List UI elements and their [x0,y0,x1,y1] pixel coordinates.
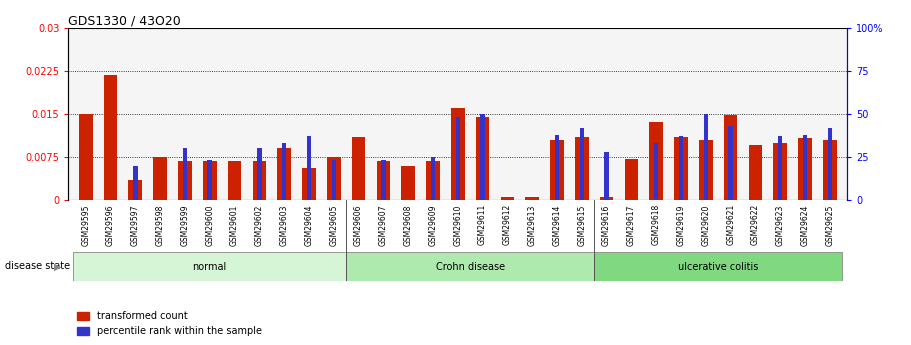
Bar [604,152,609,200]
Text: GSM29613: GSM29613 [527,204,537,246]
Bar [827,128,832,200]
Text: GSM29611: GSM29611 [478,204,487,246]
Text: GSM29608: GSM29608 [404,204,413,246]
Bar [654,143,659,200]
FancyBboxPatch shape [594,252,843,281]
Bar [579,128,584,200]
Bar [252,161,266,200]
Text: GSM29607: GSM29607 [379,204,388,246]
Bar [426,161,440,200]
Bar [376,161,390,200]
FancyBboxPatch shape [73,252,346,281]
Bar [729,126,732,200]
Text: GSM29598: GSM29598 [156,204,165,246]
Text: GSM29605: GSM29605 [329,204,338,246]
Bar [281,143,286,200]
Bar [575,137,589,200]
Text: ▶: ▶ [55,262,62,271]
Bar [803,135,807,200]
Text: GSM29595: GSM29595 [81,204,90,246]
FancyBboxPatch shape [346,252,594,281]
Bar [183,148,187,200]
Bar [402,166,415,200]
Bar [381,160,385,200]
Bar [104,75,118,200]
Bar [526,197,539,200]
Bar [307,136,312,200]
Text: GSM29599: GSM29599 [180,204,189,246]
Bar [480,114,485,200]
Bar [650,122,663,200]
Bar [79,114,93,200]
Bar [724,115,738,200]
Text: GSM29624: GSM29624 [801,204,810,246]
Bar [823,140,836,200]
Bar [500,197,514,200]
Text: GSM29596: GSM29596 [106,204,115,246]
Text: Crohn disease: Crohn disease [435,262,505,272]
Bar [431,157,435,200]
Text: GSM29617: GSM29617 [627,204,636,246]
Bar [679,136,683,200]
Bar [773,142,787,200]
Bar [327,157,341,200]
Text: GSM29612: GSM29612 [503,204,512,246]
Text: GSM29602: GSM29602 [255,204,264,246]
Bar [228,161,241,200]
Bar [625,159,639,200]
Bar [550,140,564,200]
Text: GSM29604: GSM29604 [304,204,313,246]
Bar [749,146,763,200]
Text: GSM29615: GSM29615 [578,204,587,246]
Legend: transformed count, percentile rank within the sample: transformed count, percentile rank withi… [73,307,265,340]
Bar [332,160,336,200]
Text: GSM29620: GSM29620 [701,204,711,246]
Bar [476,117,489,200]
Bar [133,166,138,200]
Text: GSM29622: GSM29622 [751,204,760,246]
Bar [456,117,460,200]
Bar [674,137,688,200]
Text: GSM29614: GSM29614 [552,204,561,246]
Text: GSM29606: GSM29606 [354,204,363,246]
Bar [203,161,217,200]
Text: GDS1330 / 43O20: GDS1330 / 43O20 [68,14,181,27]
Text: GSM29625: GSM29625 [825,204,834,246]
Bar [277,148,291,200]
Text: ulcerative colitis: ulcerative colitis [678,262,759,272]
Text: GSM29597: GSM29597 [131,204,139,246]
Text: GSM29621: GSM29621 [726,204,735,246]
Text: normal: normal [192,262,227,272]
Text: GSM29610: GSM29610 [454,204,462,246]
Text: GSM29600: GSM29600 [205,204,214,246]
Bar [208,160,212,200]
Text: disease state: disease state [5,262,69,271]
Bar [302,168,316,200]
Bar [153,157,167,200]
Bar [703,114,708,200]
Bar [451,108,465,200]
Bar [699,140,712,200]
Bar [352,137,365,200]
Text: GSM29601: GSM29601 [230,204,239,246]
Text: GSM29616: GSM29616 [602,204,611,246]
Bar [798,138,812,200]
Bar [599,197,613,200]
Text: GSM29619: GSM29619 [677,204,686,246]
Text: GSM29609: GSM29609 [428,204,437,246]
Bar [555,135,559,200]
Bar [257,148,261,200]
Text: GSM29603: GSM29603 [280,204,289,246]
Bar [778,136,783,200]
Text: GSM29618: GSM29618 [651,204,660,246]
Bar [128,180,142,200]
Bar [178,161,191,200]
Text: GSM29623: GSM29623 [776,204,784,246]
